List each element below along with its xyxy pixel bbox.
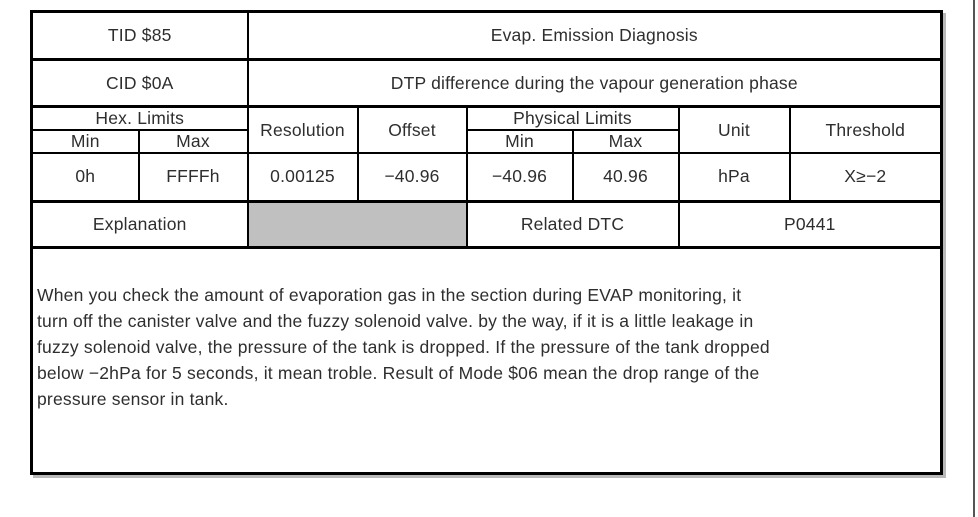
explanation-header-row: Explanation Related DTC P0441 [30,200,943,249]
resolution-header-cell: Resolution [246,105,359,154]
unit-value-cell: hPa [677,152,791,203]
header-group-row: Hex. Limits Resolution Offset Physical L… [30,105,943,154]
physical-min-header-cell: Min [465,129,574,154]
cid-row: CID $0A DTP difference during the vapour… [30,58,943,108]
tid-row: TID $85 Evap. Emission Diagnosis [30,10,943,61]
resolution-value-cell: 0.00125 [246,152,359,203]
cid-value-cell: DTP difference during the vapour generat… [246,58,943,108]
tid-label-cell: TID $85 [30,10,249,61]
unit-header-cell: Unit [677,105,791,154]
threshold-header-cell: Threshold [788,105,943,154]
hex-limits-header-cell: Hex. Limits [30,105,249,131]
related-dtc-value-cell: P0441 [677,200,943,249]
hex-max-header-cell: Max [137,129,249,154]
physical-limits-header-cell: Physical Limits [465,105,680,131]
physical-max-header-cell: Max [571,129,680,154]
hex-min-header-cell: Min [30,129,140,154]
cid-label-cell: CID $0A [30,58,249,108]
values-row: 0h FFFFh 0.00125 −40.96 −40.96 40.96 hPa… [30,152,943,203]
physical-min-value-cell: −40.96 [465,152,574,203]
threshold-value-cell: X≥−2 [788,152,943,203]
diagnosis-spec-table: TID $85 Evap. Emission Diagnosis CID $0A… [30,10,944,475]
tid-value-cell: Evap. Emission Diagnosis [246,10,943,61]
explanation-text: When you check the amount of evaporation… [30,246,943,474]
hex-max-value-cell: FFFFh [137,152,249,203]
page-edge-line [973,0,975,517]
header-minmax-row: Min Max Min Max [30,129,942,154]
hex-min-value-cell: 0h [30,152,140,203]
offset-header-cell: Offset [356,105,468,154]
physical-max-value-cell: 40.96 [571,152,680,203]
explanation-label-cell: Explanation [30,200,249,249]
placeholder-cell [246,200,468,249]
offset-value-cell: −40.96 [356,152,468,203]
explanation-body-row: When you check the amount of evaporation… [30,246,943,474]
related-dtc-label-cell: Related DTC [465,200,680,249]
